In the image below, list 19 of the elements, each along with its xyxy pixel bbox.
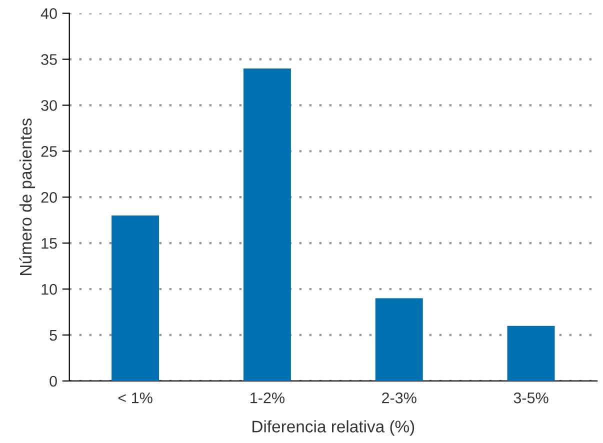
y-tick-label: 40 (40, 8, 57, 19)
bar (112, 216, 160, 381)
y-axis-title: Número de pacientes (19, 118, 35, 275)
x-axis-title: Diferencia relativa (%) (252, 420, 414, 436)
x-tick-label: 2-3% (382, 392, 416, 404)
x-tick-label: 3-5% (514, 392, 548, 404)
y-tick-label: 35 (41, 54, 57, 65)
y-tick-label: 20 (41, 192, 57, 203)
bar (243, 68, 291, 381)
y-tick-label: 25 (41, 146, 57, 157)
bar (507, 326, 555, 381)
y-tick-label: 30 (41, 100, 57, 111)
y-tick-label: 10 (42, 284, 57, 295)
y-tick-label: 15 (42, 238, 57, 249)
x-tick-label: 1-2% (250, 392, 284, 404)
y-tick-label: 5 (50, 330, 57, 341)
x-tick-label: < 1% (118, 392, 152, 404)
y-tick-label: 0 (50, 376, 57, 387)
bar (375, 298, 423, 381)
